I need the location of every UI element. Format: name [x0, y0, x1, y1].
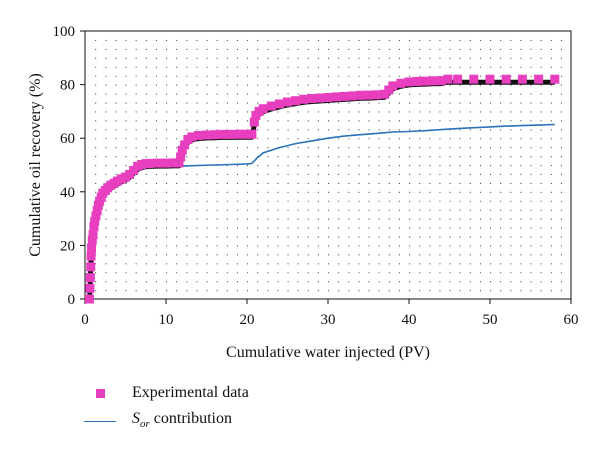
experimental-point — [550, 74, 560, 84]
experimental-point — [193, 131, 203, 140]
legend-label-sor: Sor contribution — [132, 410, 232, 430]
experimental-point — [88, 230, 98, 240]
y-axis-title: Cumulative oil recovery (%) — [27, 73, 44, 257]
experimental-point — [180, 140, 190, 150]
experimental-point — [307, 94, 317, 103]
experimental-point — [202, 130, 211, 140]
experimental-point — [331, 92, 341, 102]
experimental-point — [299, 94, 309, 104]
experimental-point — [291, 96, 301, 106]
experimental-point — [420, 76, 430, 86]
experimental-point — [85, 283, 95, 293]
experimental-point — [436, 76, 446, 86]
experimental-point — [517, 74, 527, 84]
experimental-shadow — [87, 79, 555, 303]
x-tick-label: 50 — [483, 312, 498, 328]
y-tick-label: 100 — [53, 24, 76, 40]
experimental-point — [85, 273, 95, 283]
experimental-point — [218, 129, 228, 139]
square-marker-icon — [96, 389, 105, 398]
experimental-point — [210, 130, 220, 140]
y-tick-label: 0 — [68, 292, 76, 308]
experimental-point — [90, 216, 100, 226]
experimental-point — [169, 158, 179, 168]
experimental-point — [534, 74, 544, 84]
experimental-point — [323, 93, 333, 102]
sor-contribution-line — [88, 123, 555, 300]
experimental-point — [92, 206, 102, 216]
experimental-point — [355, 90, 365, 100]
experimental-point — [266, 101, 276, 111]
experimental-point — [501, 74, 511, 84]
chart-svg: 0 10 20 30 40 50 60 0 20 40 60 80 100 Cumulative wat… — [27, 24, 579, 361]
x-tick-label: 60 — [564, 312, 579, 328]
x-tick-label: 40 — [402, 312, 417, 328]
sor-series — [88, 123, 555, 300]
experimental-point — [428, 76, 438, 86]
experimental-point — [234, 129, 244, 139]
experimental-point — [86, 262, 96, 272]
experimental-point — [145, 158, 155, 168]
experimental-point — [469, 74, 479, 84]
experimental-point — [443, 74, 453, 84]
grid-dots — [95, 39, 562, 292]
experimental-point — [485, 74, 495, 84]
experimental-point — [315, 93, 325, 103]
experimental-point — [226, 129, 236, 139]
experimental-point — [87, 235, 97, 245]
experimental-point — [153, 158, 163, 168]
experimental-point — [404, 77, 414, 87]
experimental-point — [161, 158, 171, 168]
experimental-point — [86, 251, 96, 261]
legend-label-experimental: Experimental data — [132, 384, 249, 401]
experimental-point — [247, 129, 257, 139]
experimental-point — [89, 222, 99, 232]
experimental-point — [249, 117, 259, 127]
experimental-point — [177, 145, 187, 155]
line-marker-icon — [84, 421, 116, 422]
experimental-point — [453, 74, 463, 84]
experimental-point — [91, 211, 101, 221]
experimental-point — [372, 90, 382, 100]
experimental-point — [396, 78, 406, 88]
experimental-point — [242, 129, 252, 139]
x-tick-label: 10 — [159, 312, 174, 328]
experimental-point — [339, 91, 349, 101]
x-tick-label: 30 — [321, 312, 336, 328]
x-axis-title: Cumulative water injected (PV) — [226, 344, 430, 361]
x-tick-label: 20 — [240, 312, 255, 328]
y-tick-label: 20 — [60, 238, 75, 254]
x-tick-label: 0 — [81, 312, 89, 328]
experimental-point — [85, 294, 94, 304]
experimental-point — [176, 152, 186, 162]
y-tick-label: 80 — [60, 78, 75, 94]
experimental-point — [174, 158, 184, 168]
sor-subscript: or — [140, 418, 150, 431]
experimental-point — [87, 243, 96, 253]
experimental-series — [85, 74, 560, 304]
y-tick-label: 40 — [60, 185, 75, 201]
axis-ticks: 0 10 20 30 40 50 60 0 20 40 60 80 100 — [53, 24, 579, 328]
experimental-point — [283, 97, 292, 107]
sor-rest: contribution — [149, 410, 232, 427]
y-tick-label: 60 — [60, 131, 75, 147]
dotted-grid — [95, 39, 562, 292]
experimental-point — [274, 99, 284, 109]
experimental-point — [388, 81, 398, 91]
experimental-point — [187, 132, 197, 142]
sor-symbol: S — [132, 410, 140, 427]
experimental-point — [347, 91, 357, 101]
experimental-point — [364, 90, 373, 100]
experimental-point — [412, 76, 422, 86]
experimental-point — [258, 104, 268, 114]
